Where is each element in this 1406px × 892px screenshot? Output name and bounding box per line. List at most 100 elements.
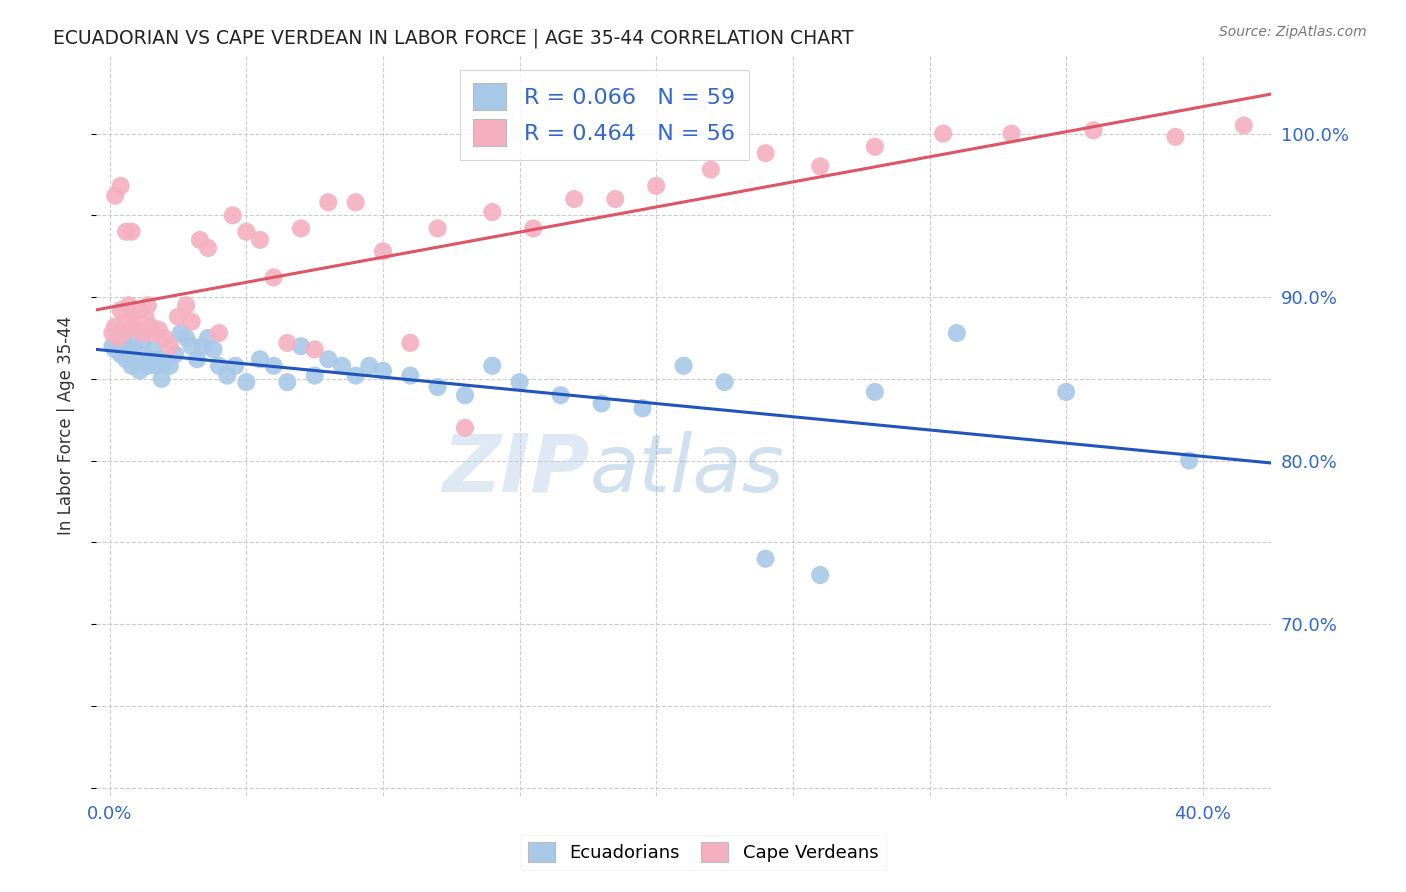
Point <box>139 352 162 367</box>
Text: ECUADORIAN VS CAPE VERDEAN IN LABOR FORCE | AGE 35-44 CORRELATION CHART: ECUADORIAN VS CAPE VERDEAN IN LABOR FORC… <box>53 29 853 48</box>
Point <box>202 343 225 357</box>
Point <box>562 192 585 206</box>
Point <box>118 298 141 312</box>
Point <box>605 192 627 206</box>
Point <box>174 331 197 345</box>
Point <box>700 162 723 177</box>
Point <box>148 323 170 337</box>
Point <box>125 352 148 367</box>
Point <box>330 359 353 373</box>
Point <box>316 352 339 367</box>
Point <box>208 359 231 373</box>
Point <box>188 233 211 247</box>
Text: ZIP: ZIP <box>441 431 589 508</box>
Point <box>101 326 124 340</box>
Y-axis label: In Labor Force | Age 35-44: In Labor Force | Age 35-44 <box>58 316 75 535</box>
Point <box>134 355 156 369</box>
Point <box>159 339 181 353</box>
Point <box>426 221 449 235</box>
Point <box>208 326 231 340</box>
Point <box>121 225 143 239</box>
Point <box>754 551 776 566</box>
Point <box>125 323 148 337</box>
Point <box>235 225 257 239</box>
Point <box>110 347 132 361</box>
Point <box>167 310 190 324</box>
Point <box>276 375 298 389</box>
Point <box>645 178 668 193</box>
Point <box>174 298 197 312</box>
Legend: R = 0.066   N = 59, R = 0.464   N = 56: R = 0.066 N = 59, R = 0.464 N = 56 <box>460 70 748 160</box>
Point <box>713 375 735 389</box>
Point <box>115 225 138 239</box>
Point <box>107 335 129 350</box>
Point <box>180 339 202 353</box>
Point <box>217 368 239 383</box>
Text: atlas: atlas <box>589 431 785 508</box>
Point <box>1178 453 1201 467</box>
Point <box>863 384 886 399</box>
Point <box>139 319 162 334</box>
Point <box>104 343 127 357</box>
Point <box>808 159 831 173</box>
Point <box>110 178 132 193</box>
Point <box>142 326 165 340</box>
Point <box>180 315 202 329</box>
Legend: Ecuadorians, Cape Verdeans: Ecuadorians, Cape Verdeans <box>520 835 886 870</box>
Point <box>863 139 886 153</box>
Point <box>136 359 159 373</box>
Point <box>426 380 449 394</box>
Point <box>509 375 531 389</box>
Point <box>316 195 339 210</box>
Point <box>344 368 367 383</box>
Point <box>197 331 219 345</box>
Point <box>522 221 544 235</box>
Point <box>136 298 159 312</box>
Point <box>371 244 394 259</box>
Point <box>304 368 326 383</box>
Point <box>128 364 150 378</box>
Point <box>1233 119 1256 133</box>
Point <box>148 352 170 367</box>
Point <box>221 208 243 222</box>
Point <box>153 331 176 345</box>
Point <box>122 319 145 334</box>
Point <box>153 355 176 369</box>
Point <box>276 335 298 350</box>
Point <box>121 359 143 373</box>
Point <box>128 303 150 318</box>
Point <box>1164 129 1187 144</box>
Point <box>249 352 271 367</box>
Point <box>290 339 312 353</box>
Point <box>1054 384 1077 399</box>
Point <box>481 205 503 219</box>
Point <box>290 221 312 235</box>
Point <box>145 359 167 373</box>
Point <box>359 359 381 373</box>
Point <box>344 195 367 210</box>
Point <box>170 326 193 340</box>
Point <box>131 326 153 340</box>
Point <box>371 364 394 378</box>
Point <box>197 241 219 255</box>
Point <box>118 343 141 357</box>
Point <box>122 339 145 353</box>
Point <box>150 372 173 386</box>
Point <box>481 359 503 373</box>
Point <box>115 352 138 367</box>
Point <box>263 359 285 373</box>
Point <box>107 331 129 345</box>
Point <box>224 359 246 373</box>
Point <box>115 315 138 329</box>
Point <box>1000 127 1022 141</box>
Point <box>754 146 776 161</box>
Point <box>1083 123 1105 137</box>
Point <box>121 310 143 324</box>
Point <box>550 388 572 402</box>
Point <box>112 326 135 340</box>
Point <box>672 359 695 373</box>
Text: Source: ZipAtlas.com: Source: ZipAtlas.com <box>1219 25 1367 39</box>
Point <box>110 303 132 318</box>
Point <box>249 233 271 247</box>
Point <box>159 359 181 373</box>
